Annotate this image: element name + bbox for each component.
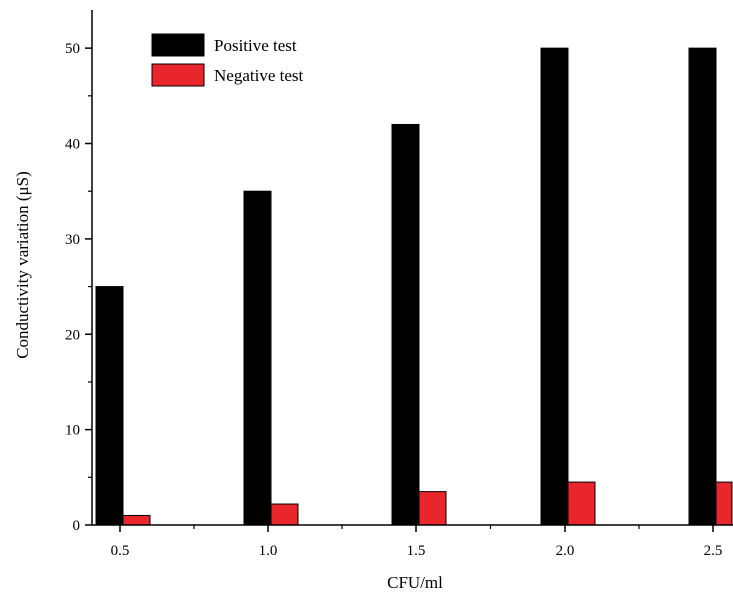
y-axis-title: Conductivity variation (μS) [13, 171, 32, 359]
x-tick-label: 2.5 [704, 543, 723, 559]
bar-negative-test [270, 503, 299, 526]
bar-positive-test [95, 286, 124, 526]
x-tick-label: 2.0 [556, 543, 575, 559]
bar-negative-test [715, 481, 733, 526]
plot-area: 0 10 20 30 40 50 0.5 1.0 1.5 2.0 2.5 [65, 10, 733, 559]
legend-swatch-negative [151, 63, 205, 87]
bars-group [95, 47, 733, 526]
legend-label-positive: Positive test [214, 36, 297, 55]
x-tick-label: 1.5 [407, 543, 426, 559]
legend-swatch-positive [151, 33, 205, 57]
x-tick-label: 1.0 [259, 543, 278, 559]
y-tick-label: 20 [65, 327, 80, 343]
bar-positive-test [540, 47, 569, 526]
bar-negative-test [418, 491, 447, 526]
bar-negative-test [567, 481, 596, 526]
bar-positive-test [688, 47, 717, 526]
y-tick-label: 0 [73, 518, 81, 534]
y-tick-label: 10 [65, 423, 80, 439]
y-tick-label: 50 [65, 41, 80, 57]
y-ticks-group: 0 10 20 30 40 50 [65, 41, 92, 534]
x-tick-label: 0.5 [111, 543, 130, 559]
x-ticks-group: 0.5 1.0 1.5 2.0 2.5 [111, 525, 723, 559]
y-tick-label: 30 [65, 232, 80, 248]
y-tick-label: 40 [65, 137, 80, 153]
bar-negative-test [122, 514, 151, 526]
legend: Positive test Negative test [151, 33, 303, 87]
x-axis-title: CFU/ml [387, 573, 443, 592]
legend-label-negative: Negative test [214, 66, 303, 85]
bar-positive-test [391, 123, 420, 526]
bar-positive-test [243, 190, 272, 526]
